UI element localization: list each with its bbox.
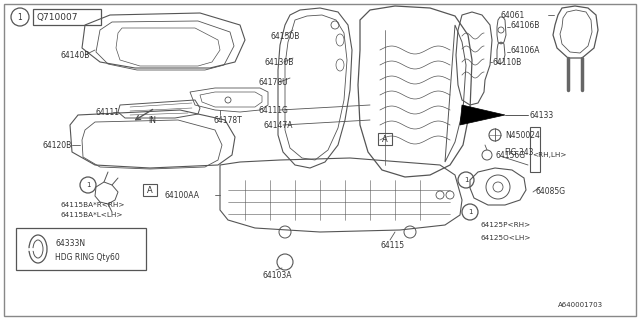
Text: 64140B: 64140B bbox=[60, 51, 90, 60]
Polygon shape bbox=[460, 105, 505, 125]
Text: Q710007: Q710007 bbox=[36, 12, 77, 21]
Text: HDG RING Qty60: HDG RING Qty60 bbox=[55, 253, 120, 262]
Text: 1: 1 bbox=[468, 209, 472, 215]
Text: 64100AA: 64100AA bbox=[164, 190, 199, 199]
Text: 64085G: 64085G bbox=[535, 188, 565, 196]
Text: 64115BA*L<LH>: 64115BA*L<LH> bbox=[60, 212, 122, 218]
Text: 64111: 64111 bbox=[95, 108, 119, 116]
Text: A: A bbox=[382, 134, 388, 143]
Text: N450024: N450024 bbox=[505, 131, 540, 140]
Text: IN: IN bbox=[148, 116, 156, 124]
Text: 64178U: 64178U bbox=[258, 77, 287, 86]
Bar bbox=[378, 133, 392, 145]
Bar bbox=[143, 184, 157, 196]
Text: 1: 1 bbox=[464, 177, 468, 183]
Text: 64156G: 64156G bbox=[495, 150, 525, 159]
Text: A: A bbox=[147, 186, 153, 195]
Text: 1: 1 bbox=[18, 12, 22, 21]
Bar bbox=[33, 9, 101, 25]
Text: 64150B: 64150B bbox=[270, 31, 300, 41]
Text: 64178T: 64178T bbox=[213, 116, 242, 124]
Text: 64115: 64115 bbox=[380, 241, 404, 250]
Text: 64115BA*R<RH>: 64115BA*R<RH> bbox=[60, 202, 125, 208]
Text: 64147A: 64147A bbox=[263, 121, 292, 130]
Bar bbox=[16, 228, 146, 270]
Text: 64133: 64133 bbox=[530, 110, 554, 119]
Text: 64130B: 64130B bbox=[264, 58, 293, 67]
Bar bbox=[530, 127, 540, 172]
Text: 64111G: 64111G bbox=[258, 106, 288, 115]
Text: FIG.343: FIG.343 bbox=[504, 148, 534, 156]
Text: A640001703: A640001703 bbox=[558, 302, 603, 308]
Text: 64120B: 64120B bbox=[42, 140, 71, 149]
Text: <RH,LH>: <RH,LH> bbox=[532, 152, 566, 158]
Text: 64106B: 64106B bbox=[510, 20, 540, 29]
Text: 64061: 64061 bbox=[500, 11, 524, 20]
Text: 64106A: 64106A bbox=[510, 45, 540, 54]
Text: 64125O<LH>: 64125O<LH> bbox=[480, 235, 531, 241]
Text: 1: 1 bbox=[86, 182, 90, 188]
Text: 64125P<RH>: 64125P<RH> bbox=[480, 222, 531, 228]
Text: 64103A: 64103A bbox=[262, 270, 291, 279]
Text: 64110B: 64110B bbox=[492, 58, 521, 67]
Text: 64333N: 64333N bbox=[55, 238, 85, 247]
